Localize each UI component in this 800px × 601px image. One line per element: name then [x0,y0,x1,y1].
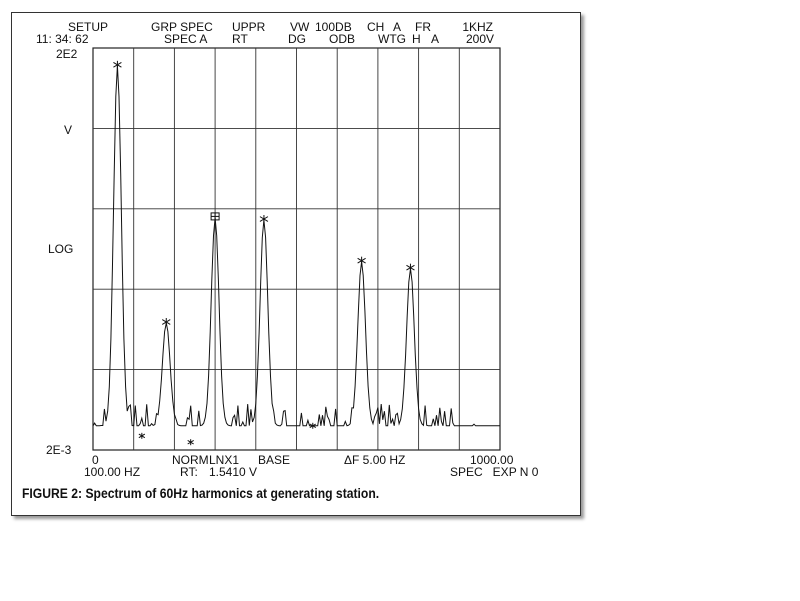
odb-label: ODB [329,32,356,46]
y-unit-label: V [64,123,73,137]
rt-readout-label: RT: [180,465,198,479]
marker-value: 1.5410 V [209,465,258,479]
wtg-value: H [412,32,421,46]
figure-frame [11,12,581,516]
grp-spec-label: GRP SPEC [151,20,213,34]
volt-label: 200V [465,32,494,46]
delta-f-label: ΔF 5.00 HZ [344,453,406,467]
peak-marker-star [113,60,122,69]
minor-marker-star [187,439,194,446]
setup-label: SETUP [68,20,109,34]
dg-label: DG [288,32,306,46]
start-freq-label: 100.00 HZ [84,465,141,479]
freq-label: 1KHZ [462,20,493,34]
time-label: 11: 34: 62 [36,32,89,46]
ch-value: A [393,20,402,34]
vw-label: VW [290,20,310,34]
lnx-label: LNX1 [209,453,240,467]
range-label: 100DB [315,20,352,34]
wtg-label: WTG [378,32,406,46]
y-top-label: 2E2 [56,47,78,61]
norm-label: NORM [172,453,209,467]
peak-marker-star [162,317,171,326]
minor-marker-star [138,432,146,439]
spec-a-label: SPEC A [164,32,208,46]
rt-label: RT [232,32,248,46]
x-end-label: 1000.00 [470,453,514,467]
fr-value: A [431,32,440,46]
y-scale-label: LOG [48,242,74,256]
base-label: BASE [258,453,291,467]
uppr-label: UPPR [232,20,266,34]
peak-marker-star [406,263,415,272]
spec-exp-label: SPEC EXP N 0 [450,465,539,479]
x-start-label: 0 [92,453,99,467]
spectrum-trace [92,65,500,427]
peak-marker-star [357,256,366,265]
fr-label: FR [415,20,431,34]
y-bottom-label: 2E-3 [46,443,72,457]
figure-caption: FIGURE 2: Spectrum of 60Hz harmonics at … [22,486,380,501]
ch-label: CH [367,20,385,34]
peak-marker-star [259,215,269,224]
minor-marker-star [309,422,317,429]
